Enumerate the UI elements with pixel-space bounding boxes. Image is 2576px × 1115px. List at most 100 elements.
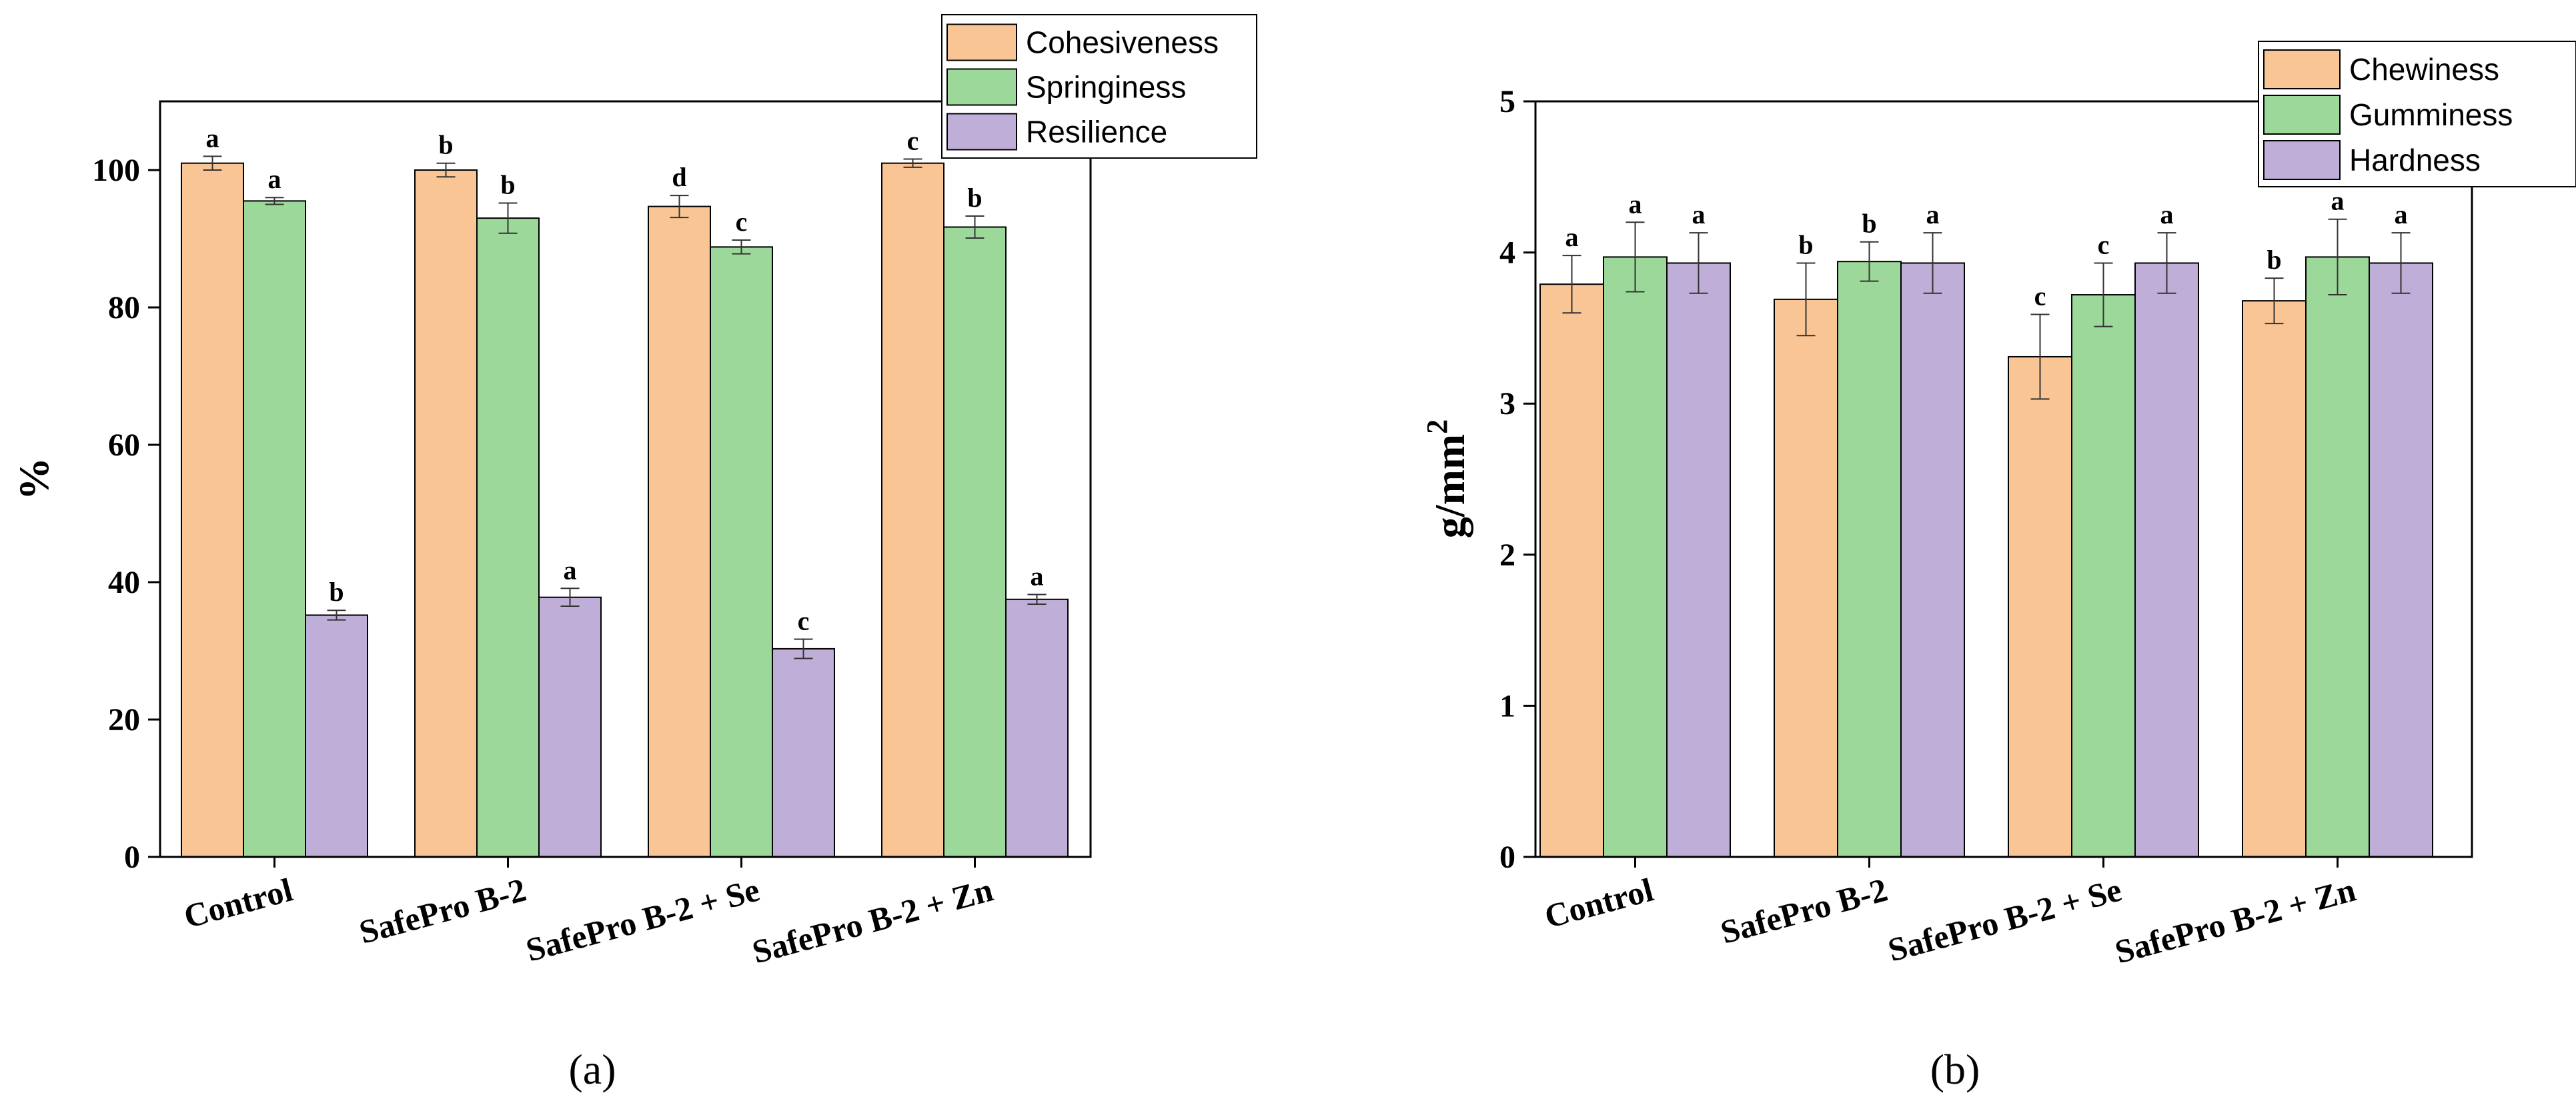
legend-swatch bbox=[946, 23, 1017, 61]
bar bbox=[2369, 262, 2433, 858]
significance-label: b bbox=[329, 577, 344, 607]
significance-label: b bbox=[2267, 245, 2281, 275]
significance-label: b bbox=[967, 183, 982, 213]
legend-label: Springiness bbox=[1026, 70, 1186, 105]
error-bar bbox=[1562, 255, 1581, 314]
bar bbox=[2242, 300, 2307, 858]
significance-label: b bbox=[1798, 229, 1813, 259]
error-bar bbox=[498, 202, 518, 234]
significance-label: c bbox=[2034, 281, 2046, 311]
significance-label: b bbox=[1862, 209, 1876, 239]
y-tick-label: 80 bbox=[108, 290, 140, 325]
significance-label: a bbox=[1629, 189, 1642, 219]
error-bar bbox=[1689, 232, 1708, 294]
significance-label: a bbox=[2331, 186, 2345, 216]
error-bar bbox=[265, 197, 284, 205]
legend-swatch bbox=[2263, 95, 2341, 135]
plot-frame bbox=[159, 100, 1092, 858]
significance-label: a bbox=[564, 555, 577, 585]
error-bar bbox=[903, 158, 922, 168]
bar bbox=[1603, 256, 1668, 858]
error-bar bbox=[965, 215, 985, 239]
chart-a: a b d c a b c b b a c a 0 20 40 60 80 100 Control SafePro B… bbox=[10, 14, 1257, 1093]
x-tick-label: Control bbox=[1541, 871, 1658, 936]
significance-label: a bbox=[206, 123, 219, 153]
significance-label: a bbox=[1031, 562, 1044, 592]
bar bbox=[648, 205, 711, 858]
y-tick-label: 5 bbox=[1499, 84, 1515, 119]
bar bbox=[181, 162, 244, 858]
error-bar bbox=[1860, 241, 1879, 282]
significance-label: b bbox=[438, 130, 453, 160]
bar bbox=[1539, 283, 1604, 858]
error-bar bbox=[436, 162, 456, 178]
error-bar bbox=[1027, 594, 1047, 605]
legend-label: Resilience bbox=[1026, 115, 1167, 149]
x-tick-label: SafePro B-2 + Zn bbox=[2111, 870, 2360, 970]
legend-label: Hardness bbox=[2349, 143, 2481, 177]
error-bar bbox=[2391, 232, 2411, 294]
bar bbox=[1774, 298, 1838, 858]
plot-frame bbox=[1534, 100, 2473, 858]
significance-label: c bbox=[2098, 229, 2110, 259]
y-axis-label-superscript: 2 bbox=[1421, 419, 1453, 434]
legend-swatch bbox=[946, 113, 1017, 151]
bar bbox=[1900, 262, 1965, 858]
significance-label: a bbox=[1692, 199, 1706, 229]
error-bar bbox=[732, 239, 751, 255]
bar bbox=[2134, 262, 2199, 858]
significance-label: a bbox=[1926, 199, 1940, 229]
bar bbox=[710, 246, 773, 858]
x-tick-label: SafePro B-2 + Se bbox=[1884, 871, 2126, 969]
bar bbox=[1005, 598, 1069, 858]
legend: Cohesiveness Springiness Resilience bbox=[941, 14, 1257, 159]
significance-label: a bbox=[1565, 222, 1579, 252]
error-bar bbox=[2328, 218, 2347, 296]
y-tick-label: 1 bbox=[1499, 688, 1515, 724]
error-bar bbox=[794, 638, 813, 660]
bar bbox=[1837, 261, 1902, 858]
bar bbox=[772, 648, 835, 858]
bar bbox=[2008, 355, 2072, 858]
y-tick-label: 4 bbox=[1499, 235, 1515, 271]
bar bbox=[1666, 262, 1731, 858]
legend-label: Chewiness bbox=[2349, 52, 2499, 87]
bar bbox=[2305, 256, 2370, 858]
significance-label: a bbox=[268, 164, 281, 194]
significance-label: b bbox=[500, 169, 515, 199]
error-bar bbox=[670, 195, 689, 219]
bar bbox=[305, 614, 368, 858]
y-tick-label: 60 bbox=[108, 427, 140, 463]
error-bar bbox=[327, 610, 346, 621]
bar bbox=[943, 226, 1007, 858]
significance-label: c bbox=[798, 606, 810, 636]
significance-label: c bbox=[736, 207, 748, 237]
error-bar bbox=[1923, 232, 1942, 294]
y-tick-label: 0 bbox=[1499, 840, 1515, 875]
legend-swatch bbox=[2263, 49, 2341, 89]
error-bar bbox=[2030, 313, 2050, 400]
x-tick-label: Control bbox=[180, 871, 297, 936]
panel-label: (b) bbox=[1930, 1046, 1980, 1093]
y-tick-label: 100 bbox=[92, 153, 140, 188]
error-bar bbox=[1796, 262, 1816, 337]
bar bbox=[414, 169, 478, 858]
y-tick-label: 20 bbox=[108, 702, 140, 738]
x-tick-label: SafePro B-2 + Zn bbox=[748, 870, 997, 970]
legend-swatch bbox=[946, 68, 1017, 106]
legend-label: Gumminess bbox=[2349, 97, 2513, 132]
y-axis-label: % bbox=[10, 457, 57, 500]
significance-label: d bbox=[672, 162, 686, 192]
bar bbox=[243, 200, 306, 858]
significance-label: c bbox=[907, 126, 919, 156]
error-bar bbox=[2265, 277, 2284, 325]
error-bar bbox=[203, 155, 222, 171]
x-tick-label: SafePro B-2 bbox=[356, 871, 530, 951]
panel-label: (a) bbox=[568, 1046, 616, 1093]
y-axis-label: g/mm2 bbox=[1421, 419, 1473, 538]
error-bar bbox=[2094, 262, 2113, 327]
x-tick-label: SafePro B-2 + Se bbox=[522, 871, 764, 969]
bar bbox=[476, 217, 540, 858]
